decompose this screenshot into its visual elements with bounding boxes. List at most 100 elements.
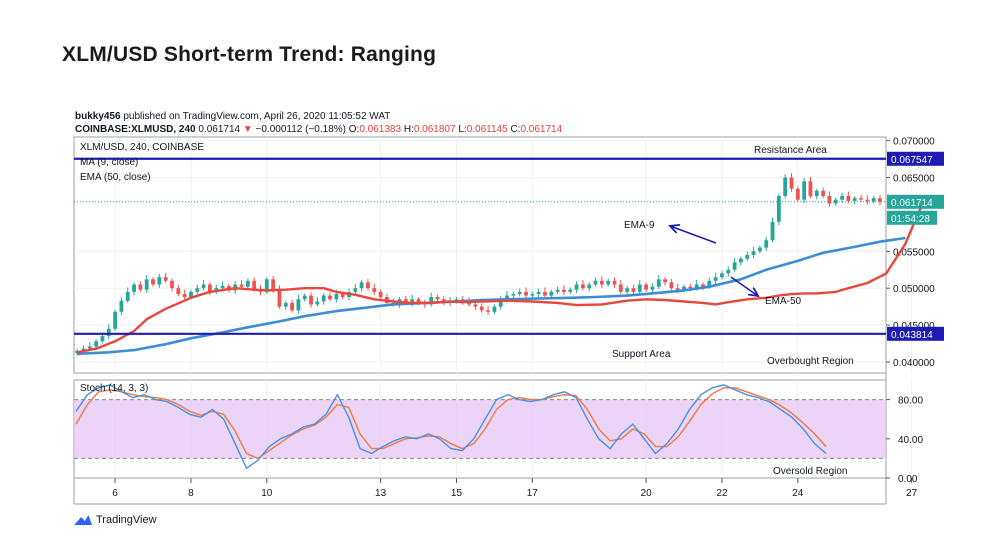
candle-body <box>783 177 788 196</box>
candle-body <box>340 294 345 298</box>
y-tick-label: 0.065000 <box>893 174 935 185</box>
ma9-line <box>76 194 932 354</box>
candle-body <box>328 295 332 300</box>
candle-body <box>865 199 870 202</box>
candle-body <box>138 284 143 290</box>
level-tag <box>887 151 944 166</box>
last-price: 0.061714 <box>198 124 241 135</box>
level-tag <box>887 326 944 341</box>
candle-body <box>296 299 301 311</box>
candle-body <box>631 288 636 292</box>
x-tick-label: 27 <box>906 488 918 499</box>
candle-body <box>795 188 800 200</box>
candle-body <box>871 198 876 202</box>
brand-text: TradingView <box>96 514 157 526</box>
stoch-d-line <box>75 387 827 460</box>
ma9-legend: MA (9, close) <box>80 157 138 168</box>
stoch-tick-label: 0.00 <box>898 474 918 485</box>
candle-body <box>410 299 415 303</box>
ema50-legend: EMA (50, close) <box>80 172 151 183</box>
candle-body <box>751 251 756 255</box>
candle-body <box>170 280 174 289</box>
candle-body <box>94 341 99 347</box>
publish-info: bukky456 published on TradingView.com, A… <box>75 111 390 122</box>
candle-body <box>593 280 598 285</box>
published-text: published on TradingView.com, April 26, … <box>123 111 391 122</box>
x-tick-label: 22 <box>716 488 728 499</box>
candle-body <box>182 294 187 298</box>
candle-body <box>492 306 497 312</box>
candle-body <box>688 286 693 289</box>
ema9-arrow <box>670 226 717 244</box>
candle-body <box>833 199 838 204</box>
candle-body <box>580 284 585 289</box>
open-value: 0.061383 <box>359 124 402 135</box>
tradingview-logo: TradingView <box>74 514 157 526</box>
candle-body <box>264 279 269 292</box>
candle-body <box>859 198 863 200</box>
candle-body <box>568 289 573 292</box>
candle-body <box>283 302 288 307</box>
x-tick-label: 13 <box>375 488 387 499</box>
stoch-tick-label: 40.00 <box>898 435 923 446</box>
candle-body <box>739 258 743 263</box>
level-tag-label: 0.043814 <box>891 330 933 341</box>
candle-body <box>587 284 592 289</box>
candle-body <box>549 291 554 296</box>
symbol-line: COINBASE:XLMUSD, 240 <box>75 124 196 135</box>
open-label: O: <box>348 124 360 135</box>
candle-body <box>302 295 307 300</box>
candle-body <box>840 196 844 200</box>
candle-body <box>562 289 566 292</box>
candle-body <box>309 295 313 305</box>
candle-body <box>637 284 642 292</box>
candle-body <box>132 284 136 292</box>
candle-body <box>530 294 535 296</box>
price-tag <box>887 194 944 209</box>
candle-body <box>612 280 617 285</box>
candle-body <box>656 279 661 287</box>
candle-body <box>808 181 813 196</box>
stoch-k-line <box>75 384 827 470</box>
countdown-label: 01:54:28 <box>891 214 930 225</box>
candle-body <box>498 299 503 307</box>
overbought-label: Overbought Region <box>767 356 854 367</box>
candle-body <box>821 190 826 196</box>
x-tick-label: 6 <box>112 488 118 499</box>
candle-body <box>290 302 294 311</box>
candle-body <box>669 282 674 289</box>
candle-body <box>113 311 117 329</box>
oversold-label: Oversold Region <box>773 466 847 477</box>
candle-body <box>720 273 724 278</box>
symbol-info: COINBASE:XLMUSD, 240 0.061714 ▼ −0.00011… <box>75 124 562 135</box>
candle-body <box>574 284 579 290</box>
candle-body <box>682 286 686 290</box>
candle-body <box>726 269 731 274</box>
close-value: 0.061714 <box>520 124 563 135</box>
candle-body <box>757 247 762 252</box>
x-tick-label: 8 <box>188 488 194 499</box>
candle-body <box>106 328 111 337</box>
candle-body <box>650 286 655 290</box>
candle-body <box>802 181 807 200</box>
candle-body <box>745 255 750 259</box>
candle-body <box>675 288 680 290</box>
close-label: C: <box>510 124 521 135</box>
candle-body <box>315 301 320 305</box>
candle-body <box>208 284 212 292</box>
x-tick-label: 17 <box>527 488 539 499</box>
candle-body <box>618 284 623 292</box>
candle-body <box>625 288 630 292</box>
candle-body <box>353 288 358 292</box>
author-name[interactable]: bukky456 <box>75 111 121 122</box>
candle-body <box>157 277 162 285</box>
candle-body <box>119 300 124 312</box>
candle-body <box>81 348 86 351</box>
candle-body <box>827 196 832 204</box>
candle-body <box>435 297 440 300</box>
ema50-label: EMA-50 <box>765 296 802 307</box>
support-label: Support Area <box>612 349 671 360</box>
candle-body <box>663 279 667 283</box>
page-title: XLM/USD Short-term Trend: Ranging <box>62 43 437 66</box>
